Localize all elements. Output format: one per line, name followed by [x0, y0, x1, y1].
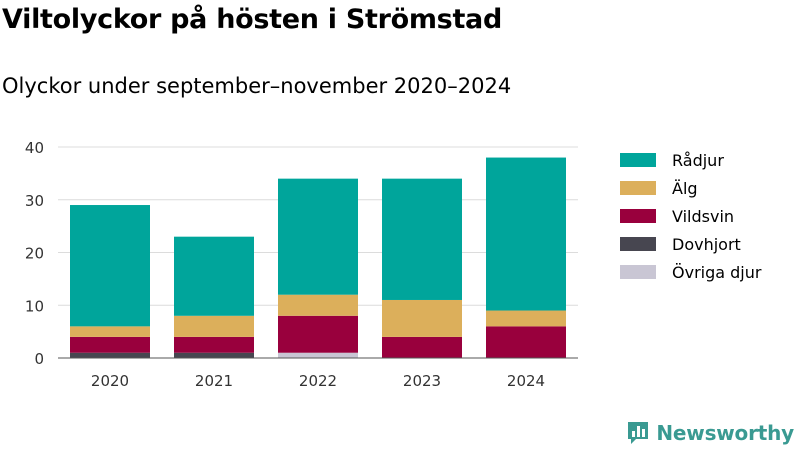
legend-label: Rådjur	[672, 150, 724, 170]
legend-label: Vildsvin	[672, 206, 735, 226]
legend-label: Övriga djur	[672, 262, 762, 282]
y-tick-label: 40	[25, 139, 44, 157]
bar-segment	[486, 326, 566, 358]
bar-segment	[70, 205, 150, 327]
x-tick-label: 2020	[91, 372, 129, 390]
newsworthy-logo-icon	[628, 422, 649, 444]
x-tick-label: 2024	[507, 372, 545, 390]
bar-segment	[278, 294, 358, 316]
bar-segment	[278, 352, 358, 358]
brand-name: Newsworthy	[656, 421, 794, 445]
legend-swatch	[620, 209, 656, 223]
bar-segment	[70, 326, 150, 337]
bar-segment	[278, 178, 358, 295]
legend-item: Dovhjort	[620, 230, 761, 258]
x-tick-label: 2023	[403, 372, 441, 390]
bar-segment	[174, 352, 254, 358]
x-tick-label: 2021	[195, 372, 233, 390]
bar-segment	[174, 315, 254, 337]
legend-swatch	[620, 153, 656, 167]
chart-subtitle: Olyckor under september–november 2020–20…	[2, 74, 512, 98]
bar-segment	[486, 310, 566, 327]
bar-segment	[486, 157, 566, 311]
legend-swatch	[620, 265, 656, 279]
legend-label: Dovhjort	[672, 234, 741, 254]
x-tick-label: 2022	[299, 372, 337, 390]
y-tick-label: 30	[25, 192, 44, 210]
legend-item: Älg	[620, 174, 761, 202]
y-tick-label: 20	[25, 245, 44, 263]
bar-segment	[278, 315, 358, 353]
y-tick-label: 10	[25, 297, 44, 315]
chart-legend: Rådjur Älg Vildsvin Dovhjort Övriga djur	[620, 146, 761, 286]
legend-label: Älg	[672, 178, 698, 198]
legend-item: Övriga djur	[620, 258, 761, 286]
bar-segment	[382, 336, 462, 358]
brand-footer: Newsworthy	[626, 420, 794, 446]
bar-segment	[382, 299, 462, 337]
bar-segment	[174, 236, 254, 316]
legend-swatch	[620, 237, 656, 251]
bar-segment	[70, 352, 150, 358]
bar-segment	[70, 336, 150, 353]
legend-item: Vildsvin	[620, 202, 761, 230]
bar-segment	[382, 178, 462, 300]
bar-segment	[174, 336, 254, 353]
chart-title: Viltolyckor på hösten i Strömstad	[2, 4, 503, 35]
legend-item: Rådjur	[620, 146, 761, 174]
y-tick-label: 0	[34, 350, 44, 368]
legend-swatch	[620, 181, 656, 195]
